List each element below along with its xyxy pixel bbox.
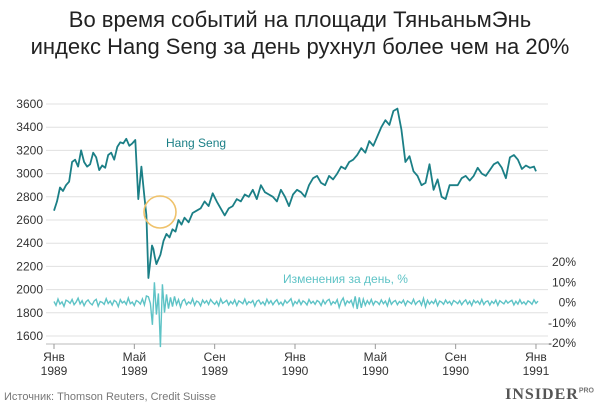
y-tick-label: 3200 xyxy=(16,143,43,157)
x-tick-label-year: 1990 xyxy=(282,364,309,378)
x-tick-label-month: Янв xyxy=(43,350,65,364)
y-tick-label: 2400 xyxy=(16,236,43,250)
crash-highlight-circle xyxy=(143,195,177,229)
x-tick-label-month: Янв xyxy=(284,350,306,364)
insider-logo: INSIDERPRO xyxy=(505,386,594,404)
source-note: Источник: Thomson Reuters, Credit Suisse xyxy=(4,391,217,403)
x-axis: Янв1989Май1989Сен1989Янв1990Май1990Сен19… xyxy=(41,343,550,378)
x-tick-label-year: 1990 xyxy=(442,364,469,378)
y-tick-label: 3600 xyxy=(16,97,43,111)
daily-change-line xyxy=(53,282,539,348)
x-tick-label-year: 1989 xyxy=(41,364,68,378)
hang-seng-series-label: Hang Seng xyxy=(166,136,226,150)
y-tick-label: 2800 xyxy=(16,190,43,204)
brand-name: INSIDER xyxy=(505,386,579,403)
y-tick-label: 1600 xyxy=(16,329,43,343)
x-tick-label-month: Сен xyxy=(204,350,226,364)
y-right-tick-label: 10% xyxy=(552,275,576,289)
y-right-tick-label: -10% xyxy=(548,316,576,330)
grid-lines xyxy=(46,103,548,337)
x-tick-label-month: Янв xyxy=(525,350,547,364)
y-tick-label: 3000 xyxy=(16,167,43,181)
chart-title-line-2: индекс Hang Seng за день рухнул более че… xyxy=(30,34,570,59)
y-right-tick-label: -20% xyxy=(548,336,576,350)
y-right-tick-label: 0% xyxy=(559,296,577,310)
x-tick-label-year: 1989 xyxy=(201,364,228,378)
y-axis-right: 20% 10% 0% -10% -20% xyxy=(548,255,576,350)
hang-seng-line xyxy=(53,107,537,279)
chart-title-line-1: Во время событий на площади ТяньаньмЭнь xyxy=(68,7,532,32)
daily-change-series-label: Изменения за день, % xyxy=(283,272,408,286)
y-right-tick-label: 20% xyxy=(552,255,576,269)
y-axis-left: 3600 3400 3200 3000 2800 2600 2400 2200 2000 1800… xyxy=(16,97,43,343)
y-tick-label: 2600 xyxy=(16,213,43,227)
x-tick-label-year: 1991 xyxy=(523,364,550,378)
brand-sup: PRO xyxy=(578,387,594,395)
x-tick-label-month: Сен xyxy=(445,350,467,364)
x-tick-label-year: 1990 xyxy=(362,364,389,378)
chart-title: Во время событий на площади ТяньаньмЭнь … xyxy=(0,6,600,60)
x-tick-label-year: 1989 xyxy=(121,364,148,378)
x-tick-label-month: Май xyxy=(123,350,147,364)
y-tick-label: 2200 xyxy=(16,259,43,273)
y-tick-label: 2000 xyxy=(16,283,43,297)
x-tick-label-month: Май xyxy=(364,350,388,364)
y-tick-label: 1800 xyxy=(16,306,43,320)
y-tick-label: 3400 xyxy=(16,120,43,134)
